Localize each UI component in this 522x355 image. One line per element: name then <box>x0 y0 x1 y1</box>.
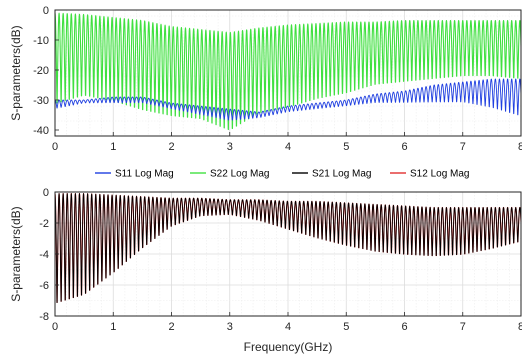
y-tick-label: -10 <box>33 35 49 47</box>
legend-item-s11-log-mag: S11 Log Mag <box>95 169 174 180</box>
bottom-y-axis-label: S-parameters(dB) <box>9 206 23 301</box>
x-tick-label: 3 <box>227 321 233 333</box>
y-tick-label: -8 <box>39 311 49 323</box>
x-tick-label: 2 <box>168 141 174 153</box>
x-tick-label: 5 <box>343 321 349 333</box>
x-tick-label: 3 <box>227 141 233 153</box>
y-tick-label: -20 <box>33 65 49 77</box>
x-tick-label: 7 <box>460 321 466 333</box>
y-tick-label: -40 <box>33 125 49 137</box>
y-tick-label: -4 <box>39 249 49 261</box>
x-tick-label: 1 <box>110 321 116 333</box>
legend-label: S12 Log Mag <box>410 169 470 180</box>
legend-label: S11 Log Mag <box>115 169 174 180</box>
legend-label: S22 Log Mag <box>210 169 270 180</box>
x-tick-label: 2 <box>168 321 174 333</box>
top-plot-panel: 0 1 2 3 4 5 6 7 8 0 -10 -20 -30 -40 S-parameters(dB) <box>9 5 522 153</box>
bottom-plot-panel: 0 1 2 3 4 5 6 7 8 0 -2 -4 -6 -8 S-parameters(dB) Fre… <box>9 187 522 354</box>
y-tick-label: -30 <box>33 95 49 107</box>
y-tick-label: 0 <box>43 187 49 199</box>
x-tick-label: 1 <box>110 141 116 153</box>
x-tick-label: 4 <box>285 321 291 333</box>
top-y-axis-label: S-parameters(dB) <box>9 25 23 120</box>
x-tick-label: 0 <box>52 321 58 333</box>
legend: S11 Log Mag S22 Log Mag S21 Log Mag S12 Log… <box>95 169 470 180</box>
x-tick-label: 8 <box>518 141 522 153</box>
legend-item-s22-log-mag: S22 Log Mag <box>190 169 270 180</box>
x-tick-label: 6 <box>401 141 407 153</box>
legend-item-s12-log-mag: S12 Log Mag <box>390 169 470 180</box>
x-tick-label: 0 <box>52 141 58 153</box>
x-tick-label: 8 <box>518 321 522 333</box>
top-x-tick-labels: 0 1 2 3 4 5 6 7 8 <box>52 132 522 153</box>
bottom-x-axis-label: Frequency(GHz) <box>244 340 333 354</box>
y-tick-label: -2 <box>39 218 49 230</box>
y-tick-label: 0 <box>43 5 49 17</box>
legend-item-s21-log-mag: S21 Log Mag <box>292 169 372 180</box>
bottom-x-tick-labels: 0 1 2 3 4 5 6 7 8 <box>52 312 522 333</box>
y-tick-label: -6 <box>39 280 49 292</box>
x-tick-label: 7 <box>460 141 466 153</box>
x-tick-label: 6 <box>401 321 407 333</box>
legend-label: S21 Log Mag <box>312 169 372 180</box>
x-tick-label: 5 <box>343 141 349 153</box>
x-tick-label: 4 <box>285 141 291 153</box>
